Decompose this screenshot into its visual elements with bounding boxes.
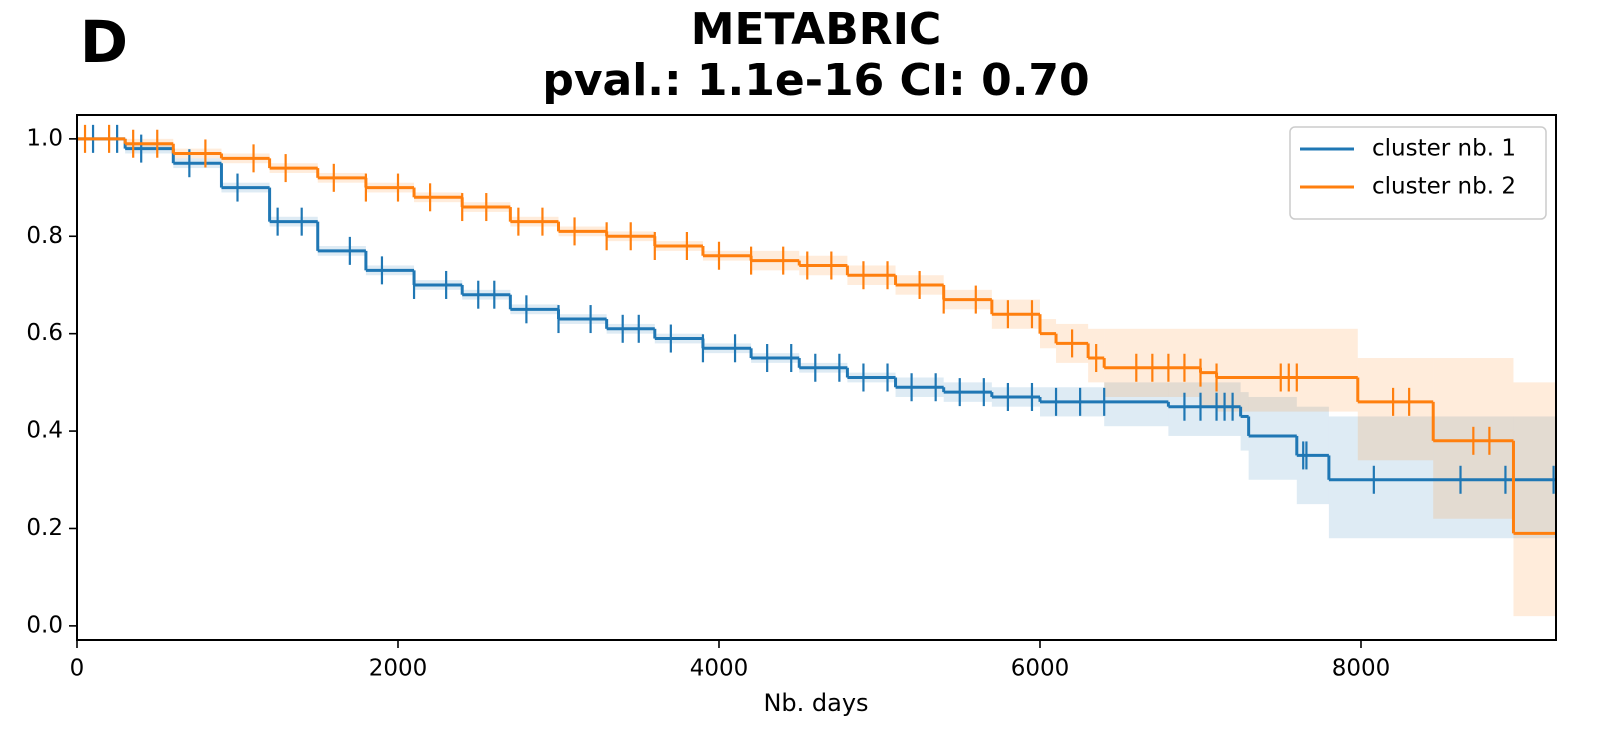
chart-title: METABRIC [691,4,942,55]
ci-band [1328,416,1556,539]
panel-label: D [80,8,128,76]
x-tick-label: 4000 [690,656,749,682]
x-tick-label: 2000 [369,656,428,682]
ci-band [1200,328,1217,407]
ci-band [1513,382,1556,617]
ci-band [1240,392,1249,451]
y-tick-label: 0.4 [26,418,63,444]
x-tick-label: 6000 [1011,656,1070,682]
legend-label: cluster nb. 1 [1372,136,1516,162]
ci-band [1104,382,1169,427]
plot-frame [76,114,1557,641]
y-tick-label: 0.8 [26,223,63,249]
y-tick-label: 0.0 [26,612,63,638]
y-tick-label: 0.2 [26,515,63,541]
x-axis-label: Nb. days [763,689,868,717]
legend-label: cluster nb. 2 [1372,174,1516,200]
y-tick-label: 1.0 [26,125,63,151]
y-tick-label: 0.6 [26,320,63,346]
ci-band [1357,358,1434,461]
chart-subtitle: pval.: 1.1e-16 CI: 0.70 [542,55,1089,106]
x-tick-label: 8000 [1332,656,1391,682]
x-tick-label: 0 [70,656,85,682]
ci-band [1216,328,1358,412]
ci-band [1248,396,1297,480]
ci-band [1168,382,1241,436]
